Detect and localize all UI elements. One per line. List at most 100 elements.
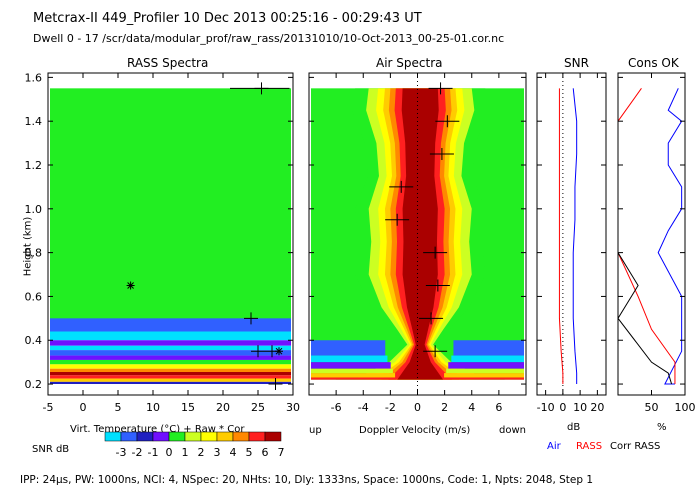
air-wing-right [444,373,524,378]
air-raw-marker [425,279,450,292]
rass-cor-marker [275,347,283,356]
rass-raw-marker [268,378,283,391]
x-tick-label: -4 [358,401,369,414]
colorbar-swatch [248,431,266,442]
y-tick-label: 1.0 [25,203,43,216]
rass-band [50,372,291,376]
rass-band [50,375,291,379]
x-tick-label: 20 [590,401,604,414]
y-tick-label: 1.6 [25,71,43,84]
colorbar-label: 7 [278,446,285,459]
rass-band [50,378,291,382]
y-tick-label: 1.4 [25,115,43,128]
air-contour [397,88,444,380]
x-tick-label: 0 [414,401,421,414]
colorbar-swatch [152,431,170,442]
rass-wave-edge [50,318,291,332]
air-raw-marker [419,312,444,325]
x-tick-label: 10 [573,401,587,414]
air-raw-marker [423,345,448,358]
air-wing-left [311,355,388,363]
chart-title: Metcrax-II 449_Profiler 10 Dec 2013 00:2… [33,11,422,26]
colorbar-label: -3 [116,446,127,459]
rass-raw-marker [244,312,258,325]
colorbar-swatch [264,431,282,442]
air-raw-marker [435,115,460,128]
panel-frame [617,72,686,396]
rass-band [50,368,291,372]
snr-series-line [572,88,578,385]
cons-x-axis-label: % [657,422,667,433]
rass-band [50,359,291,365]
cons-panel-title: Cons OK [628,56,679,70]
air-ground-gap [311,380,524,395]
cons-series-line [617,88,676,385]
x-tick-label: 30 [286,401,300,414]
x-tick-label: 0 [80,401,87,414]
colorbar-swatch [200,431,218,442]
x-tick-label: 2 [441,401,448,414]
x-tick-label: 50 [645,401,659,414]
air-raw-marker [423,246,448,259]
air-spectra-plot [311,73,524,395]
cons-plot [617,88,683,385]
air-wing-right [448,362,524,369]
rass-spectra-plot [50,82,291,395]
air-raw-marker [385,213,410,226]
colorbar-label: 0 [166,446,173,459]
legend-air: Air [547,441,561,452]
rass-field [50,88,291,323]
x-tick-label: 0 [559,401,566,414]
x-tick-label: 10 [146,401,160,414]
air-raw-marker [428,82,453,95]
air-wing-left [311,368,393,374]
rass-band [50,331,291,341]
panel-frame [47,72,294,396]
rass-band [50,381,291,385]
y-tick-label: 0.6 [25,290,43,303]
colorbar-label: 1 [182,446,189,459]
air-wing-left [311,362,391,369]
y-tick-label: 0.4 [25,334,43,347]
colorbar-label: 4 [230,446,237,459]
legend-corr-rass: Corr RASS [610,441,661,452]
colorbar-swatch [184,431,202,442]
x-tick-label: 20 [216,401,230,414]
rass-band [50,350,291,356]
air-wing-left [311,373,396,378]
x-tick-label: -5 [43,401,54,414]
x-tick-label: -2 [385,401,396,414]
colorbar-label: 5 [246,446,253,459]
air-x-axis-label: Doppler Velocity (m/s) [359,425,471,436]
air-wing-left [311,377,397,380]
air-wing-right [443,377,524,380]
rass-panel-title: RASS Spectra [127,56,209,70]
y-tick-label: 0.2 [25,378,43,391]
rass-raw-marker [251,345,265,358]
colorbar-label: 3 [214,446,221,459]
colorbar-title: SNR dB [32,444,70,455]
y-tick-label: 0.8 [25,247,43,260]
colorbar-label: -2 [132,446,143,459]
colorbar-swatch [136,431,154,442]
colorbar-swatch [168,431,186,442]
rass-x-axis-label: Virt. Temperature (°C) + Raw * Cor [70,424,245,435]
colorbar-label: 2 [198,446,205,459]
colorbar-swatch [104,431,122,442]
air-panel-title: Air Spectra [376,56,443,70]
legend-rass: RASS [576,441,603,452]
air-right-label: down [499,425,526,436]
air-raw-marker [389,180,414,193]
rass-band [50,340,291,346]
colorbar-swatch [216,431,234,442]
rass-ground-gap [50,384,291,395]
air-wing-right [453,340,524,356]
footer-params: IPP: 24μs, PW: 1000ns, NCI: 4, NSpec: 20… [20,474,594,486]
rass-band [50,355,291,360]
x-tick-label: -10 [537,401,555,414]
snr-series-line [558,88,564,385]
rass-cor-marker [126,281,135,290]
colorbar-label: -1 [148,446,159,459]
cons-series-line [617,252,673,385]
